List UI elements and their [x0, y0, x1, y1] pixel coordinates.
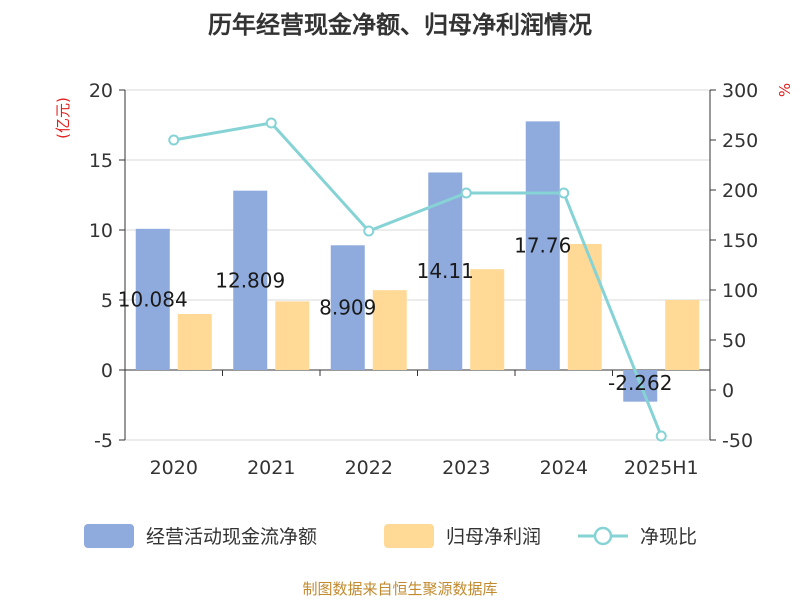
- y-left-tick-label: 20: [89, 80, 113, 102]
- ratio-point: [363, 225, 375, 237]
- chart-title: 历年经营现金净额、归母净利润情况: [208, 11, 592, 39]
- y-left-tick-label: -5: [94, 430, 113, 452]
- x-tick-label: 2022: [345, 457, 393, 479]
- profit-bar: [567, 244, 602, 370]
- legend-label: 净现比: [640, 526, 697, 548]
- y-left-tick-label: 10: [89, 220, 113, 242]
- y-right-tick-label: 200: [722, 180, 758, 202]
- y-right-tick-label: 150: [722, 230, 758, 252]
- ratio-point: [558, 187, 570, 199]
- x-tick-label: 2020: [150, 457, 198, 479]
- profit-bar: [275, 301, 310, 370]
- x-tick-label: 2025H1: [624, 457, 699, 479]
- legend-swatch: [384, 524, 434, 548]
- legend-item-profit: 归母净利润: [384, 524, 541, 548]
- ratio-line-path: [173, 121, 663, 437]
- ratio-point: [655, 430, 667, 442]
- y-left-tick-label: 0: [101, 360, 113, 382]
- cashflow-bar: [233, 190, 268, 370]
- y-right-tick-label: 0: [722, 380, 734, 402]
- profit-bar: [470, 269, 505, 370]
- cashflow-bar: [525, 121, 560, 370]
- legend-item-cashflow: 经营活动现金流净额: [84, 524, 317, 548]
- profit-bar: [372, 290, 407, 370]
- cashflow-data-label: 17.76: [514, 234, 571, 258]
- ratio-line: [168, 117, 667, 442]
- y-left-unit: (亿元): [54, 97, 72, 139]
- data-labels: 10.084 12.809 8.909 14.11 17.76 -2.262: [118, 234, 673, 395]
- x-tick-label: 2023: [442, 457, 490, 479]
- cashflow-bar: [330, 245, 365, 370]
- legend-swatch: [84, 524, 134, 548]
- y-right-tick-label: -50: [722, 430, 753, 452]
- cashflow-bar: [135, 228, 170, 370]
- source-note: 制图数据来自恒生聚源数据库: [302, 580, 497, 598]
- axes: -505101520-50050100150200250300(亿元)%2020…: [54, 80, 794, 479]
- profit-bar: [177, 314, 212, 370]
- legend-marker: [593, 526, 613, 546]
- y-left-tick-label: 15: [89, 150, 113, 172]
- ratio-point: [168, 134, 180, 146]
- legend: 经营活动现金流净额 归母净利润 净现比: [84, 524, 697, 548]
- y-right-tick-label: 50: [722, 330, 746, 352]
- y-right-tick-label: 100: [722, 280, 758, 302]
- y-right-unit: %: [776, 83, 794, 97]
- ratio-point: [460, 187, 472, 199]
- legend-label: 经营活动现金流净额: [146, 526, 317, 548]
- cashflow-data-label: -2.262: [608, 371, 672, 395]
- cashflow-data-label: 12.809: [215, 268, 285, 292]
- legend-label: 归母净利润: [446, 526, 541, 548]
- x-tick-label: 2021: [247, 457, 295, 479]
- legend-item-ratio: 净现比: [578, 526, 697, 548]
- y-left-tick-label: 5: [101, 290, 113, 312]
- ratio-point: [265, 117, 277, 129]
- y-right-tick-label: 300: [722, 80, 758, 102]
- profit-bar: [665, 300, 700, 370]
- bars: [135, 121, 700, 402]
- cashflow-data-label: 8.909: [319, 296, 376, 320]
- cashflow-data-label: 10.084: [118, 287, 188, 311]
- x-tick-label: 2024: [540, 457, 588, 479]
- y-right-tick-label: 250: [722, 130, 758, 152]
- cashflow-data-label: 14.11: [417, 259, 474, 283]
